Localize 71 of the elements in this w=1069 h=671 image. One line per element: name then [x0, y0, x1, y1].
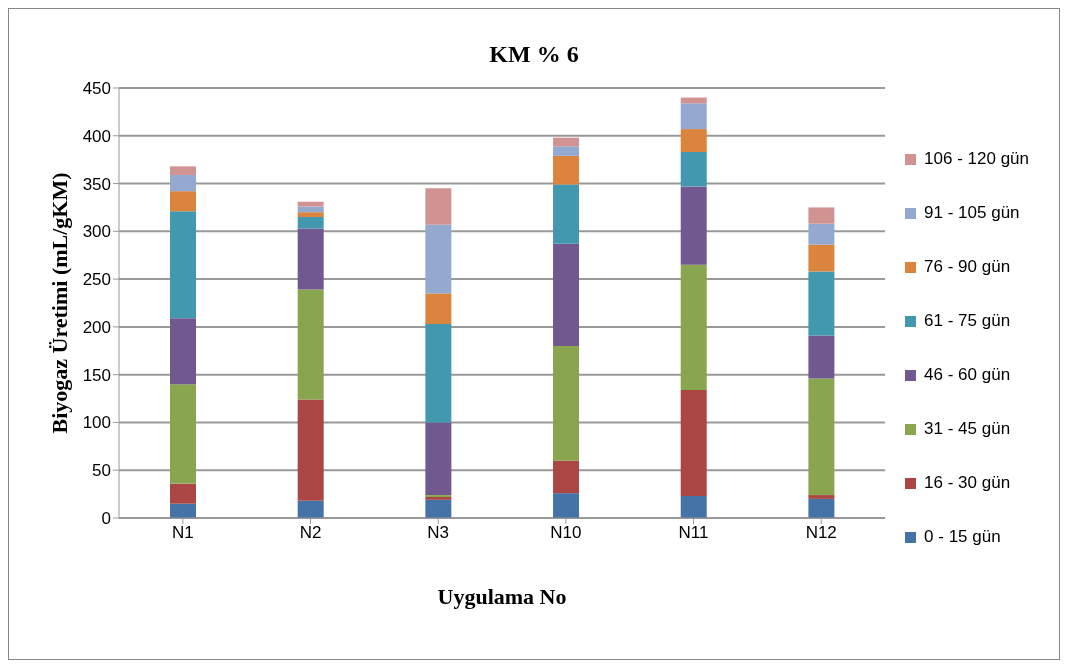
- legend-label: 76 - 90 gün: [924, 257, 1011, 277]
- y-tick-label: 100: [82, 413, 111, 433]
- y-tick-label: 450: [82, 79, 111, 99]
- bar: [170, 174, 196, 192]
- bar: [170, 384, 196, 484]
- legend-label: 0 - 15 gün: [924, 527, 1001, 547]
- bar: [680, 129, 707, 153]
- y-tick-label: 300: [82, 222, 111, 242]
- bar: [170, 503, 196, 518]
- y-tick-label: 250: [82, 270, 111, 290]
- bar: [680, 389, 707, 497]
- bar: [680, 103, 707, 130]
- bar: [297, 212, 324, 217]
- y-tick-label: 400: [82, 126, 111, 146]
- bar: [170, 191, 196, 212]
- bar: [808, 244, 835, 272]
- bar: [808, 223, 835, 245]
- y-tick-label: 50: [92, 461, 111, 481]
- x-axis-title: Uygulama No: [437, 583, 567, 609]
- x-tick-label: N11: [678, 523, 709, 543]
- bar: [808, 378, 835, 496]
- y-tick-label: 150: [82, 365, 111, 385]
- x-tick-label: N10: [550, 523, 582, 543]
- bar: [170, 318, 196, 385]
- chart-title: KM % 6: [488, 41, 580, 68]
- bar: [170, 166, 196, 175]
- bar: [425, 499, 452, 518]
- bar: [808, 498, 835, 518]
- legend-label: 61 - 75 gün: [924, 311, 1011, 331]
- bar: [553, 146, 580, 156]
- bar: [170, 483, 196, 504]
- bar: [808, 207, 835, 224]
- legend-label: 106 - 120 gün: [924, 149, 1029, 169]
- legend-label: 46 - 60 gün: [924, 365, 1011, 385]
- x-tick-label: N3: [427, 523, 450, 543]
- bar: [680, 264, 707, 390]
- y-axis-title: Biyogaz Üretimi (mL/gKM): [46, 172, 72, 434]
- bar: [553, 493, 580, 518]
- bar: [297, 206, 324, 213]
- y-tick-label: 200: [82, 317, 111, 337]
- bar: [680, 186, 707, 265]
- bar: [553, 137, 580, 147]
- bar: [808, 335, 835, 379]
- bar: [297, 399, 324, 501]
- bar: [425, 293, 452, 325]
- bar: [553, 460, 580, 494]
- x-tick-label: N12: [805, 523, 837, 543]
- legend-label: 31 - 45 gün: [924, 419, 1011, 439]
- x-tick-label: N1: [171, 523, 194, 543]
- bar: [553, 184, 580, 244]
- legend-label: 16 - 30 gün: [924, 473, 1011, 493]
- bar: [170, 211, 196, 319]
- bar: [425, 224, 452, 294]
- bar: [808, 495, 835, 499]
- bar: [680, 152, 707, 187]
- x-tick-label: N2: [299, 523, 322, 543]
- y-tick-label: 350: [82, 174, 111, 194]
- bar: [425, 324, 452, 423]
- bar: [553, 155, 580, 185]
- bar: [553, 243, 580, 346]
- y-tick-label: 0: [101, 509, 111, 529]
- bar: [553, 346, 580, 461]
- legend-label: 91 - 105 gün: [924, 203, 1020, 223]
- bar: [425, 188, 452, 225]
- bar: [297, 217, 324, 229]
- bar: [297, 500, 324, 518]
- bar: [425, 422, 452, 496]
- bar: [297, 289, 324, 400]
- bar: [680, 496, 707, 518]
- bar: [297, 228, 324, 290]
- bar: [808, 271, 835, 336]
